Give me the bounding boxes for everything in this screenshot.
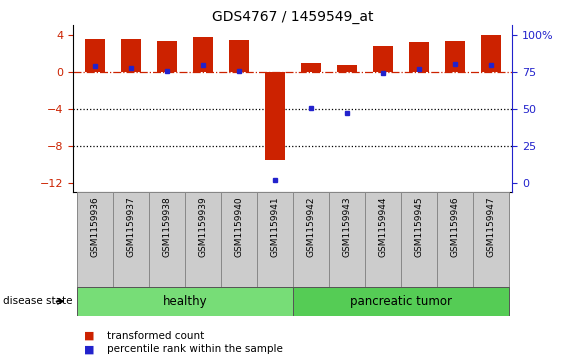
Bar [265,72,285,160]
Bar [365,192,401,287]
Bar [113,192,149,287]
Text: GSM1159945: GSM1159945 [414,196,423,257]
Text: GSM1159938: GSM1159938 [162,196,171,257]
Bar [77,287,293,316]
Text: GSM1159939: GSM1159939 [198,196,207,257]
Bar [85,39,105,72]
Bar [301,62,321,72]
Text: ■: ■ [84,331,95,341]
Text: GSM1159936: GSM1159936 [90,196,99,257]
Bar [229,40,249,72]
Bar [221,192,257,287]
Text: ■: ■ [84,344,95,354]
Bar [293,192,329,287]
Bar [185,192,221,287]
Bar [77,192,113,287]
Bar [257,192,293,287]
Bar [481,35,501,72]
Text: GSM1159946: GSM1159946 [450,196,459,257]
Bar [121,39,141,72]
Text: GSM1159942: GSM1159942 [306,196,315,257]
Text: GSM1159944: GSM1159944 [378,196,387,257]
Bar [409,42,428,72]
Bar [157,41,177,72]
Bar [293,287,509,316]
Text: GSM1159947: GSM1159947 [486,196,495,257]
Bar [329,192,365,287]
Text: percentile rank within the sample: percentile rank within the sample [107,344,283,354]
Bar [437,192,473,287]
Bar [401,192,437,287]
Text: healthy: healthy [163,295,207,308]
Bar [373,46,392,72]
Bar [473,192,509,287]
Text: GSM1159940: GSM1159940 [234,196,243,257]
Bar [149,192,185,287]
Bar [337,65,356,72]
Text: GSM1159941: GSM1159941 [270,196,279,257]
Text: transformed count: transformed count [107,331,204,341]
Title: GDS4767 / 1459549_at: GDS4767 / 1459549_at [212,11,373,24]
Bar [445,41,464,72]
Text: GSM1159943: GSM1159943 [342,196,351,257]
Bar [193,37,213,72]
Text: disease state: disease state [3,296,72,306]
Text: GSM1159937: GSM1159937 [126,196,135,257]
Text: pancreatic tumor: pancreatic tumor [350,295,452,308]
